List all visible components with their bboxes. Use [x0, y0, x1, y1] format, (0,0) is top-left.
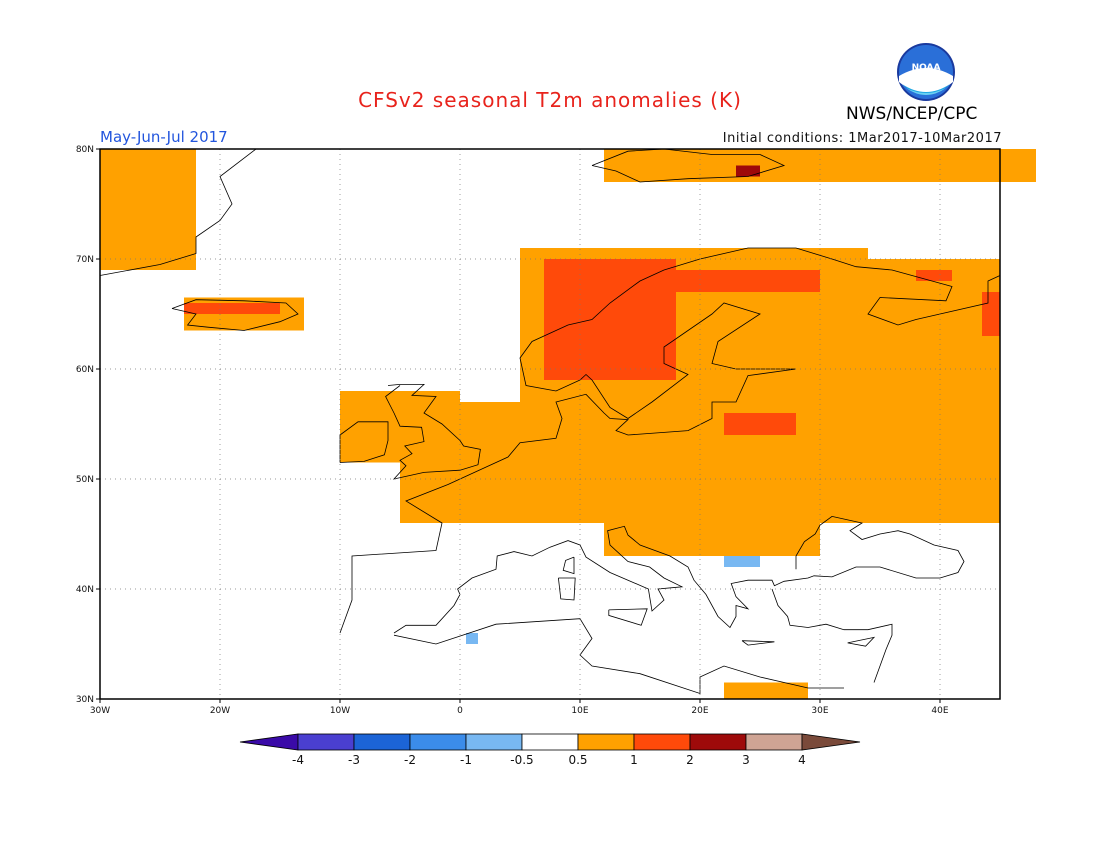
- colorbar-box: [521, 733, 579, 751]
- anomaly-region-0: [100, 149, 196, 270]
- colorbar-tick-label: 4: [798, 753, 806, 767]
- anomaly-region-11: [724, 413, 796, 435]
- colorbar-box: [465, 733, 523, 751]
- colorbar-tick-label: 0.5: [568, 753, 587, 767]
- lon-tick-label: 10E: [571, 706, 588, 716]
- colorbar-high-arrow: [801, 733, 861, 751]
- colorbar-box: [409, 733, 467, 751]
- coastline-2: [393, 515, 965, 634]
- coastline-1: [393, 618, 844, 695]
- lat-tick-label: 40N: [76, 585, 94, 595]
- colorbar-tick-label: 3: [742, 753, 750, 767]
- anomaly-region-16: [724, 556, 760, 567]
- lon-tick-label: 10W: [330, 706, 350, 716]
- colorbar: -4 -3 -2 -1 -0.5 0.5 1 2 3 4: [239, 733, 861, 767]
- anomaly-region-10: [676, 270, 820, 292]
- colorbar-tick-label: -2: [404, 753, 416, 767]
- colorbar-tick-label: 1: [630, 753, 638, 767]
- coastline-0: [339, 247, 1001, 634]
- coastline-7: [562, 556, 575, 575]
- colorbar-tick-label: -4: [292, 753, 304, 767]
- colorbar-tick-label: -1: [460, 753, 472, 767]
- anomaly-region-12: [916, 270, 952, 281]
- colorbar-box: [577, 733, 635, 751]
- colorbar-low-arrow: [239, 733, 299, 751]
- coastline-4: [385, 383, 481, 480]
- colorbar-tick-label: -3: [348, 753, 360, 767]
- anomaly-region-7: [604, 149, 1036, 182]
- colorbar-box: [353, 733, 411, 751]
- lon-tick-label: 40E: [931, 706, 948, 716]
- lon-tick-label: 30W: [90, 706, 110, 716]
- lon-tick-label: 0: [457, 706, 463, 716]
- lat-tick-label: 70N: [76, 255, 94, 265]
- agency-label: NWS/NCEP/CPC: [846, 104, 978, 124]
- coastline-5: [339, 421, 389, 463]
- anomaly-region-13: [982, 292, 1000, 336]
- lat-tick-label: 50N: [76, 475, 94, 485]
- graticule: [100, 149, 1000, 699]
- coastline-8: [558, 577, 576, 601]
- coastlines: [99, 148, 1001, 695]
- anomaly-region-9: [544, 259, 676, 380]
- noaa-logo: NOAA: [896, 42, 956, 102]
- colorbar-box: [633, 733, 691, 751]
- coastline-6: [171, 299, 299, 331]
- map-frame: [99, 148, 1001, 700]
- colorbar-box: [689, 733, 747, 751]
- colorbar-box: [745, 733, 803, 751]
- coastline-3: [771, 588, 893, 683]
- lat-tick-label: 80N: [76, 145, 94, 155]
- coastline-13: [99, 148, 257, 276]
- lon-tick-label: 20W: [210, 706, 230, 716]
- colorbar-tick-label: -0.5: [510, 753, 533, 767]
- colorbar-tick-label: 2: [686, 753, 694, 767]
- anomaly-region-17: [466, 633, 478, 644]
- coastline-9: [608, 608, 648, 626]
- forecast-period: May-Jun-Jul 2017: [100, 128, 228, 146]
- coastline-11: [847, 636, 876, 647]
- lat-tick-label: 60N: [76, 365, 94, 375]
- coastline-10: [741, 640, 775, 646]
- lat-tick-label: 30N: [76, 695, 94, 705]
- anomaly-region-5: [796, 259, 1000, 457]
- map-axes: 30W 20W 10W 0 10E 20E 30E 40E 30N 40N 50N 60N 70N 80N: [76, 145, 949, 716]
- anomaly-region-6: [604, 523, 820, 556]
- lon-tick-label: 30E: [811, 706, 828, 716]
- svg-text:NOAA: NOAA: [912, 63, 941, 73]
- anomaly-region-8: [724, 682, 808, 699]
- anomaly-region-15: [736, 165, 760, 177]
- lon-tick-label: 20E: [691, 706, 708, 716]
- anomaly-regions: [100, 149, 1036, 699]
- colorbar-box: [297, 733, 355, 751]
- initial-conditions: Initial conditions: 1Mar2017-10Mar2017: [722, 131, 1002, 146]
- anomaly-region-14: [184, 303, 280, 314]
- chart-title: CFSv2 seasonal T2m anomalies (K): [358, 88, 742, 112]
